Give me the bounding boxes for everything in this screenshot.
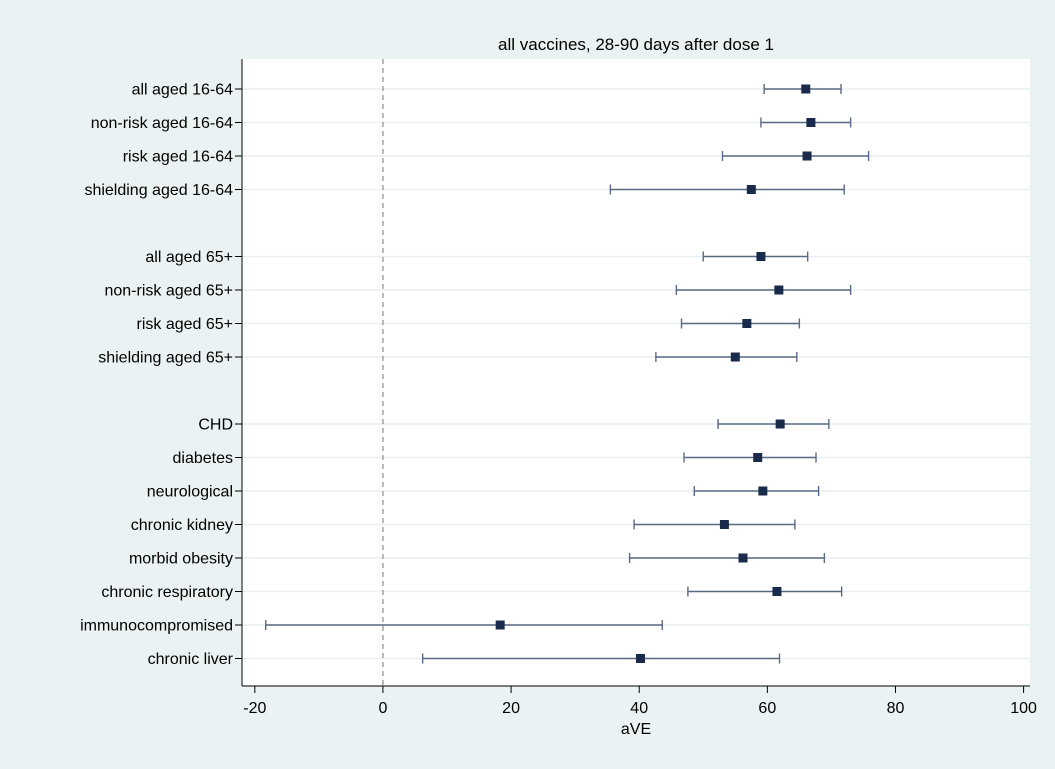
y-tick-label-5: all aged 65+ — [145, 249, 233, 266]
y-tick-label-14: morbid obesity — [129, 551, 233, 568]
point-estimate-15 — [772, 587, 782, 596]
point-estimate-10 — [775, 419, 785, 429]
point-estimate-14 — [738, 553, 748, 563]
point-estimate-16 — [495, 620, 505, 630]
y-tick-label-2: risk aged 16-64 — [123, 149, 233, 166]
y-tick-label-17: chronic liver — [148, 651, 234, 668]
point-estimate-3 — [746, 185, 756, 194]
plot-area — [242, 59, 1030, 686]
point-estimate-17 — [635, 654, 645, 663]
x-tick-label-1: 0 — [378, 700, 387, 717]
y-tick-label-3: shielding aged 16-64 — [84, 182, 233, 199]
x-axis: -20 0 20 40 60 80 100 — [242, 685, 1037, 717]
x-tick-label-5: 80 — [887, 700, 905, 717]
chart-title: all vaccines, 28-90 days after dose 1 — [498, 35, 774, 54]
point-estimate-1 — [806, 118, 816, 127]
y-tick-label-15: chronic respiratory — [101, 584, 233, 601]
chart-marks — [265, 84, 870, 664]
point-estimate-7 — [742, 319, 752, 328]
x-tick-label-0: -20 — [243, 700, 266, 717]
x-tick-label-2: 20 — [502, 700, 520, 717]
y-tick-label-6: non-risk aged 65+ — [104, 283, 233, 300]
y-tick-label-0: all aged 16-64 — [132, 82, 234, 99]
x-axis-label: aVE — [621, 721, 651, 738]
x-tick-label-4: 60 — [758, 700, 776, 717]
point-estimate-0 — [801, 84, 811, 94]
point-estimate-2 — [802, 151, 812, 161]
x-tick-label-3: 40 — [630, 700, 648, 717]
point-estimate-12 — [758, 486, 768, 496]
y-tick-label-1: non-risk aged 16-64 — [91, 115, 233, 132]
point-estimate-6 — [774, 285, 784, 295]
y-tick-label-13: chronic kidney — [131, 517, 233, 534]
y-tick-label-11: diabetes — [173, 450, 234, 467]
y-tick-label-16: immunocompromised — [80, 618, 233, 635]
point-estimate-8 — [730, 352, 740, 362]
point-estimate-5 — [756, 252, 766, 261]
point-estimate-11 — [753, 453, 763, 462]
y-axis: all aged 16-64 non-risk aged 16-64 risk ag… — [80, 59, 243, 686]
y-tick-label-12: neurological — [147, 484, 233, 501]
x-tick-label-6: 100 — [1010, 700, 1037, 717]
point-estimate-13 — [719, 520, 729, 529]
y-tick-label-7: risk aged 65+ — [136, 316, 233, 333]
y-tick-label-10: CHD — [198, 417, 233, 434]
y-tick-label-8: shielding aged 65+ — [98, 350, 233, 367]
